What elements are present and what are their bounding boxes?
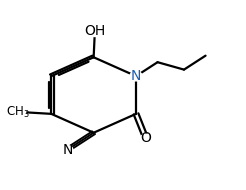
Text: N: N xyxy=(62,143,73,157)
Text: CH$_3$: CH$_3$ xyxy=(6,105,30,120)
Circle shape xyxy=(140,134,151,142)
Circle shape xyxy=(11,106,26,118)
Circle shape xyxy=(62,146,73,154)
Circle shape xyxy=(88,25,102,36)
Text: OH: OH xyxy=(84,24,106,38)
Text: O: O xyxy=(140,131,151,145)
Circle shape xyxy=(130,71,142,81)
Text: N: N xyxy=(131,69,141,83)
